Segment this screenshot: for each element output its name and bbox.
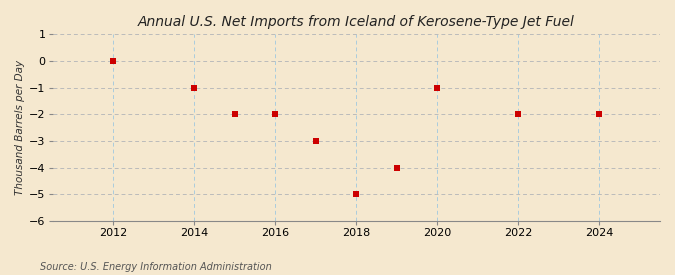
Y-axis label: Thousand Barrels per Day: Thousand Barrels per Day (15, 60, 25, 195)
Point (594, 112, 605, 117)
Point (310, 139, 321, 143)
Text: Source: U.S. Energy Information Administration: Source: U.S. Energy Information Administ… (40, 262, 272, 272)
Point (230, 112, 240, 117)
Title: Annual U.S. Net Imports from Iceland of Kerosene-Type Jet Fuel: Annual U.S. Net Imports from Iceland of … (138, 15, 574, 29)
Point (108, 59, 119, 63)
Point (432, 86, 443, 90)
Point (392, 166, 402, 170)
Point (189, 86, 200, 90)
Point (513, 112, 524, 117)
Point (351, 192, 362, 197)
Point (270, 112, 281, 117)
